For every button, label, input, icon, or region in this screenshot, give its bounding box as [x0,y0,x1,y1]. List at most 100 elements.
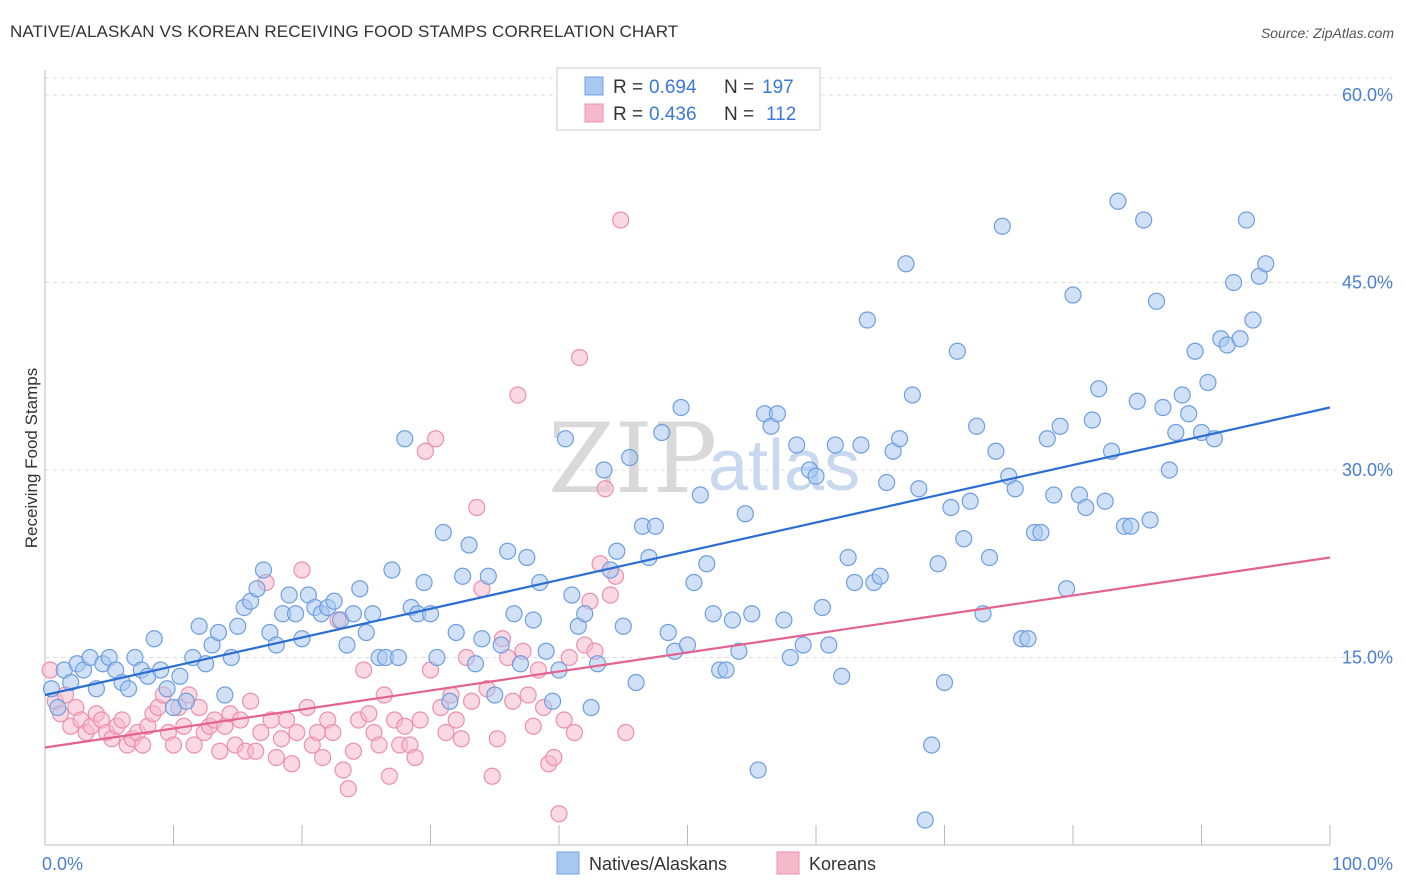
native-point [1186,342,1204,360]
native-point [190,617,208,635]
korean-point [452,730,470,748]
native-point [1231,330,1249,348]
native-point [229,617,247,635]
native-point [878,473,896,492]
native-point [736,505,754,523]
native-point [499,542,517,560]
native-point [1109,192,1127,210]
korean-point [463,692,481,710]
native-point [685,573,703,592]
native-point [171,667,189,685]
native-point [1154,398,1172,417]
gridlines [45,77,1392,658]
native-point [576,605,594,623]
y-axis-title: Receiving Food Stamps [22,368,41,548]
y-tick-label: 30.0% [1342,460,1393,480]
series-legend: Natives/Alaskans Koreans [556,851,876,875]
native-point [1244,311,1262,329]
korean-point [288,723,306,742]
native-point [563,586,581,604]
native-point [1032,523,1050,542]
native-point [543,692,562,710]
native-point [621,448,639,467]
series-swatch-natives [556,851,580,875]
native-point [1257,255,1275,273]
native-point [743,605,761,623]
native-point [935,673,954,692]
native-point [929,555,947,573]
native-point [1135,211,1153,229]
native-point [993,217,1011,235]
native-point [524,611,542,629]
native-point [807,467,825,485]
native-point [49,698,67,717]
native-point [1173,386,1191,404]
native-point [466,655,485,673]
korean-point [370,736,388,754]
korean-point [406,748,424,767]
native-point [588,655,607,673]
korean-point [437,723,455,742]
legend-n-label-1: N = [724,77,754,98]
native-point [781,648,799,667]
native-trend-line [44,406,1331,697]
series-label-natives: Natives/Alaskans [589,854,727,874]
native-point [852,436,870,454]
korean-point [601,586,620,604]
native-point [614,617,632,635]
native-point [177,692,195,710]
native-point [916,811,934,829]
native-point [357,623,375,642]
native-point [672,398,690,417]
native-point [1045,486,1063,504]
korean-point [483,767,501,785]
native-point [325,592,343,610]
korean-point [488,730,506,748]
korean-point [267,748,285,767]
korean-point [555,711,573,729]
korean-point [339,780,357,798]
native-point [344,605,362,623]
native-point [145,630,163,648]
native-point [460,536,478,554]
native-point [1096,492,1114,510]
legend-swatch-koreans [584,103,604,123]
x-tick-label: 100.0% [1332,854,1393,874]
korean-point [242,692,260,710]
korean-point [272,730,291,748]
korean-point [344,742,362,760]
legend-r-value-2: 0.436 [649,104,697,125]
native-point [833,667,851,685]
x-tick-labels: 0.0% 100.0% [42,854,1393,874]
legend-n-label-2: N = [724,104,754,125]
native-point [788,436,806,454]
native-point [492,636,510,654]
native-point [961,492,979,510]
native-point [820,636,838,654]
native-point [556,430,575,448]
native-point [582,698,600,717]
x-tick-label: 0.0% [42,854,83,874]
native-point [518,548,536,567]
korean-point [545,748,563,767]
native-point [338,636,356,654]
legend-r-value-1: 0.694 [649,77,697,98]
native-point [1225,273,1243,292]
korean-point [570,348,589,367]
native-point [608,542,626,560]
native-point [897,255,915,273]
y-tick-labels: 15.0% 30.0% 45.0% 60.0% [1342,85,1393,668]
korean-point [252,723,270,742]
native-point [486,686,504,704]
korean-point [509,386,527,404]
native-point [383,561,401,579]
native-point [653,423,671,442]
native-point [717,661,735,679]
korean-point [380,767,398,785]
native-point [987,442,1005,460]
series-swatch-koreans [776,851,800,875]
native-point [415,573,433,592]
korean-point [134,736,152,754]
native-point [698,555,716,573]
korean-point [468,498,486,517]
